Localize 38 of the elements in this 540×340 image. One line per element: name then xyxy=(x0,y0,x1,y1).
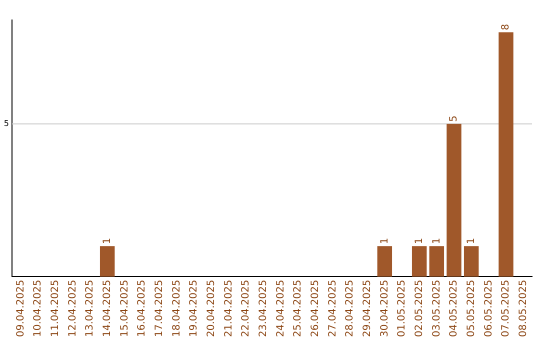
x-tick-label: 08.05.2025 xyxy=(518,280,529,338)
data-label: 8 xyxy=(500,24,512,30)
x-tick-label: 02.05.2025 xyxy=(414,280,425,338)
data-label: 5 xyxy=(448,116,460,122)
x-tick-label: 28.04.2025 xyxy=(344,280,356,338)
x-tick-label: 25.04.2025 xyxy=(292,280,304,338)
x-tick-label: 30.04.2025 xyxy=(379,280,390,338)
x-tick-label: 10.04.2025 xyxy=(32,280,44,338)
x-tick-label: 06.05.2025 xyxy=(483,280,494,338)
x-tick-label: 13.04.2025 xyxy=(84,280,96,338)
x-tick-label: 27.04.2025 xyxy=(327,280,338,338)
x-tick-label: 14.04.2025 xyxy=(102,280,113,338)
data-label: 1 xyxy=(414,238,425,244)
x-tick-label: 07.05.2025 xyxy=(500,280,512,338)
data-label: 1 xyxy=(379,238,390,244)
x-tick-label: 01.05.2025 xyxy=(396,280,408,338)
x-tick-label: 03.05.2025 xyxy=(431,280,442,338)
x-tick-label: 29.04.2025 xyxy=(362,280,373,338)
x-tick-label: 12.04.2025 xyxy=(67,280,78,338)
x-tick-label: 04.05.2025 xyxy=(448,280,460,338)
x-tick-label: 26.04.2025 xyxy=(310,280,321,338)
x-tick-label: 16.04.2025 xyxy=(136,280,148,338)
x-tick-label: 23.04.2025 xyxy=(258,280,269,338)
x-tick-label: 05.05.2025 xyxy=(466,280,477,338)
x-tick-label: 18.04.2025 xyxy=(171,280,182,338)
x-tick-label: 15.04.2025 xyxy=(119,280,130,338)
x-tick-label: 21.04.2025 xyxy=(223,280,234,338)
ref-line-label: 5 xyxy=(4,119,9,128)
x-tick-label: 09.04.2025 xyxy=(15,280,26,338)
data-label: 1 xyxy=(466,238,477,244)
data-label: 1 xyxy=(102,238,113,244)
x-tick-label: 20.04.2025 xyxy=(206,280,217,338)
x-tick-label: 17.04.2025 xyxy=(154,280,165,338)
x-tick-label: 22.04.2025 xyxy=(240,280,252,338)
data-label: 1 xyxy=(431,238,442,244)
x-tick-label: 19.04.2025 xyxy=(188,280,200,338)
x-tick-label: 11.04.2025 xyxy=(50,280,61,338)
x-tick-label: 24.04.2025 xyxy=(275,280,286,338)
